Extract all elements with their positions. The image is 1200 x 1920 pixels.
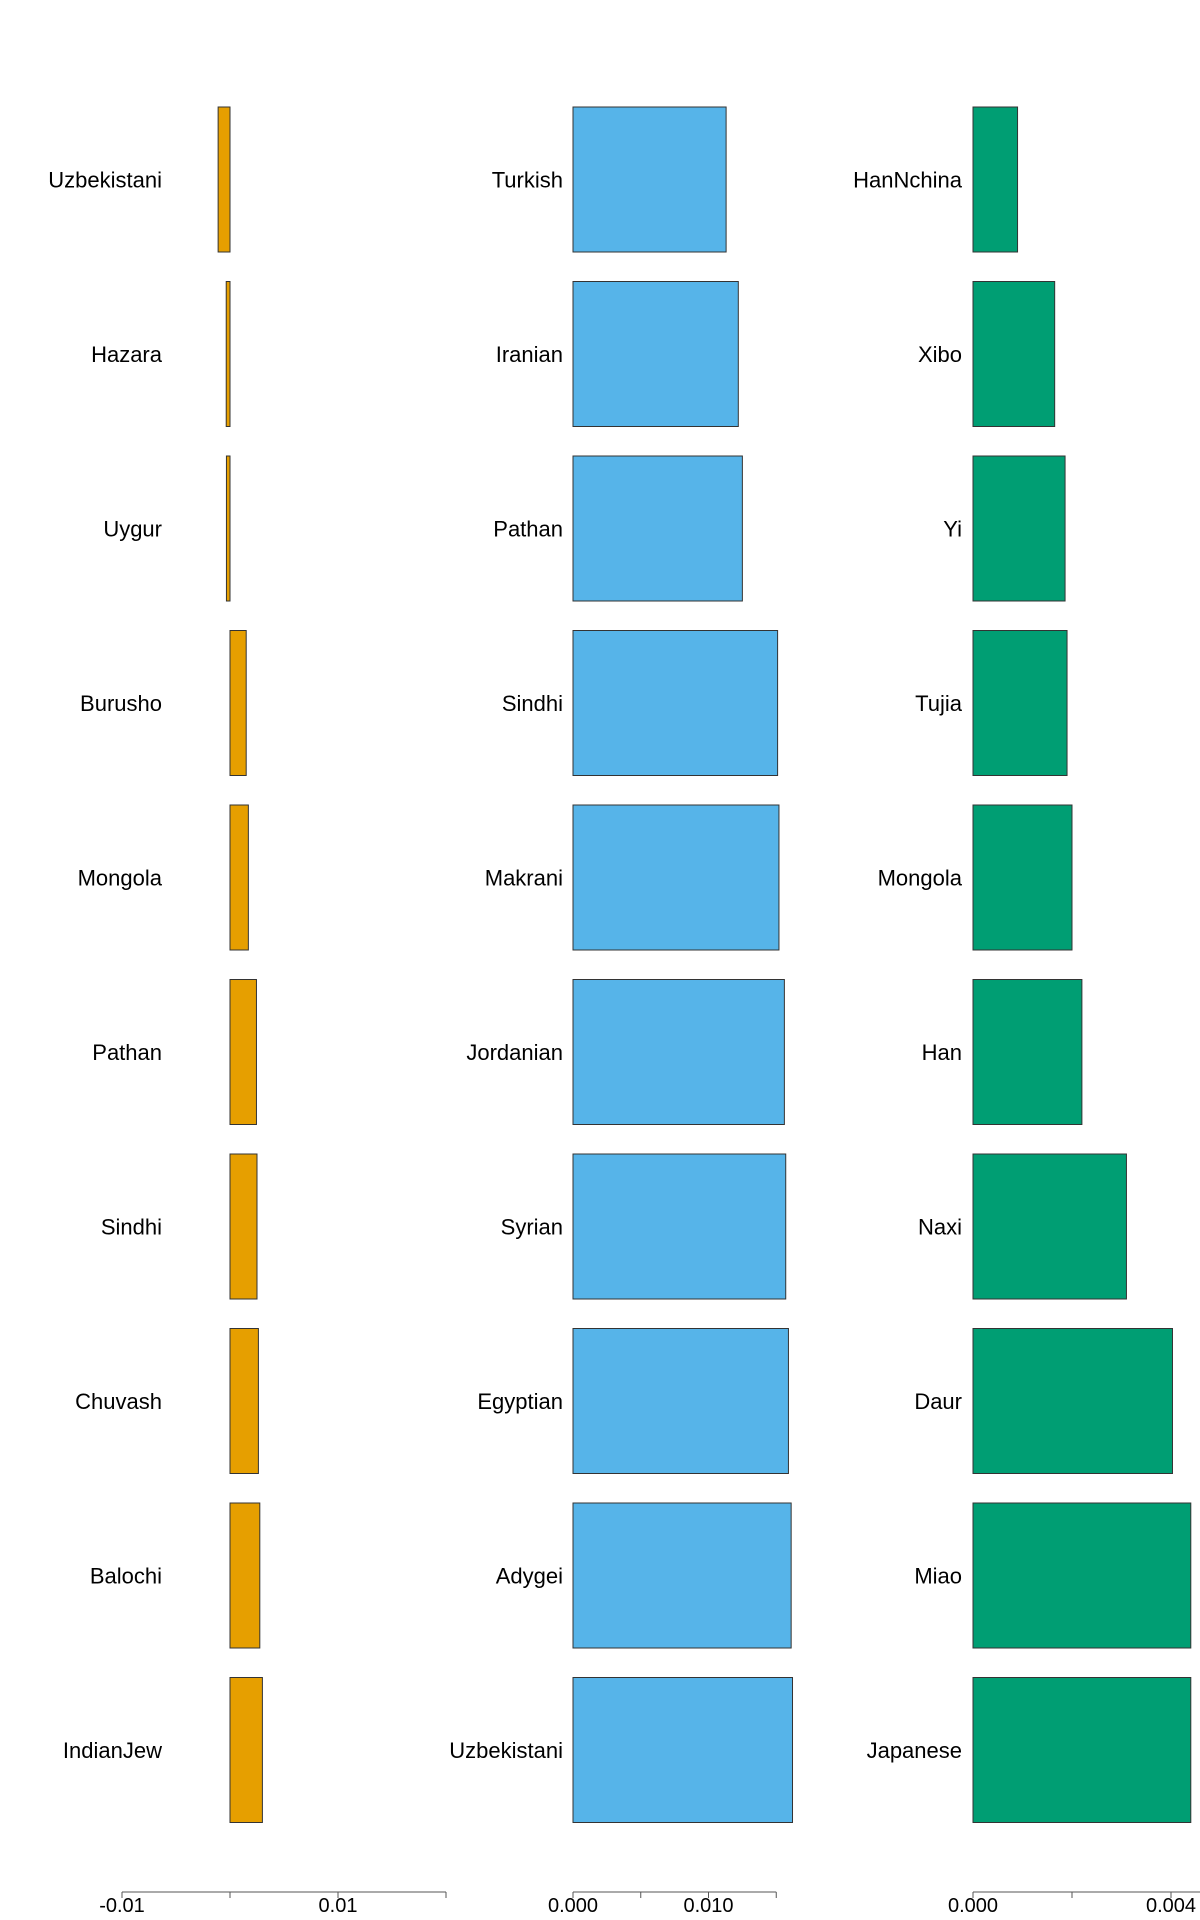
bar-3-8 — [972, 1328, 1173, 1474]
category-label: Uzbekistani — [449, 1738, 563, 1763]
category-label: Iranian — [496, 342, 563, 367]
x-tick-label: 0.01 — [319, 1895, 358, 1917]
category-label: IndianJew — [63, 1738, 162, 1763]
bar-1-2 — [225, 281, 231, 427]
bar-3-4 — [972, 630, 1068, 776]
bar-1-7 — [229, 1153, 258, 1300]
category-label: Sindhi — [502, 691, 563, 716]
category-label: Adygei — [496, 1564, 563, 1589]
category-label: Daur — [914, 1389, 962, 1414]
bar-3-5 — [972, 804, 1073, 951]
bar-3-10 — [972, 1677, 1192, 1823]
x-tick-label: -0.01 — [99, 1895, 145, 1917]
bar-3-2 — [972, 281, 1056, 427]
category-label: Xibo — [918, 342, 962, 367]
category-label: Naxi — [918, 1215, 962, 1240]
bar-1-9 — [229, 1502, 261, 1649]
category-label: Sindhi — [101, 1215, 162, 1240]
bar-2-5 — [572, 804, 780, 951]
category-label: Burusho — [80, 691, 162, 716]
bar-2-3 — [572, 455, 743, 602]
bar-1-10 — [229, 1677, 263, 1823]
category-label: Miao — [914, 1564, 962, 1589]
category-label: Balochi — [90, 1564, 162, 1589]
category-label: Chuvash — [75, 1389, 162, 1414]
bar-2-1 — [572, 106, 727, 253]
category-label: Japanese — [867, 1738, 962, 1763]
bar-2-6 — [572, 979, 785, 1125]
category-label: Jordanian — [466, 1040, 563, 1065]
category-label: Uzbekistani — [48, 168, 162, 193]
bar-3-1 — [972, 106, 1019, 253]
bar-3-7 — [972, 1153, 1127, 1300]
bar-3-9 — [972, 1502, 1192, 1649]
category-label: Uygur — [103, 517, 162, 542]
bar-1-1 — [217, 106, 231, 253]
category-label: Tujia — [915, 691, 963, 716]
category-label: Turkish — [492, 168, 563, 193]
x-tick-label: 0.000 — [548, 1895, 598, 1917]
bar-1-3 — [225, 455, 231, 602]
bar-1-8 — [229, 1328, 259, 1474]
bar-1-4 — [229, 630, 247, 776]
bar-2-9 — [572, 1502, 792, 1649]
category-label: Pathan — [493, 517, 563, 542]
bar-1-5 — [229, 804, 249, 951]
category-label: Makrani — [485, 866, 563, 891]
bar-3-3 — [972, 455, 1066, 602]
bar-2-7 — [572, 1153, 787, 1300]
bar-2-10 — [572, 1677, 794, 1823]
bar-2-4 — [572, 630, 779, 776]
category-label: Yi — [943, 517, 962, 542]
category-label: Hazara — [91, 342, 163, 367]
bar-2-8 — [572, 1328, 789, 1474]
bar-2-2 — [572, 281, 739, 427]
category-label: Syrian — [501, 1215, 563, 1240]
category-label: Egyptian — [477, 1389, 563, 1414]
bar-3-6 — [972, 979, 1083, 1125]
category-label: Mongola — [78, 866, 163, 891]
category-label: HanNchina — [853, 168, 963, 193]
category-label: Mongola — [878, 866, 963, 891]
x-tick-label: 0.004 — [1146, 1895, 1196, 1917]
x-tick-label: 0.000 — [948, 1895, 998, 1917]
x-tick-label: 0.010 — [683, 1895, 733, 1917]
category-label: Han — [922, 1040, 962, 1065]
bar-1-6 — [229, 979, 257, 1125]
category-label: Pathan — [92, 1040, 162, 1065]
